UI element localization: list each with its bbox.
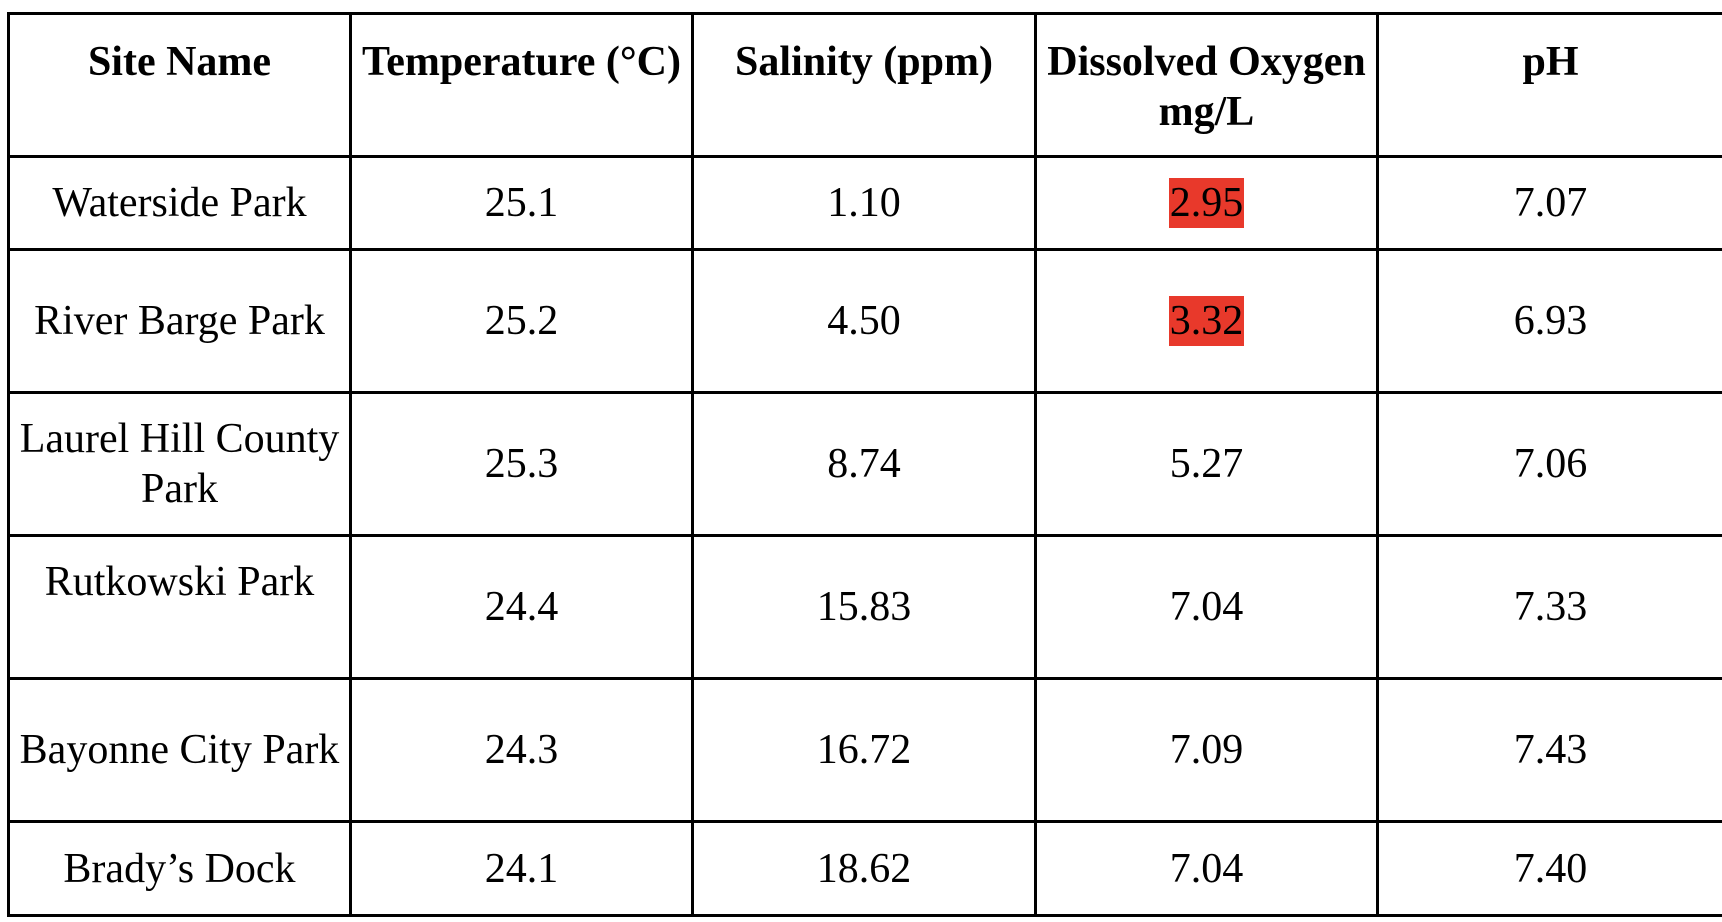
low-oxygen-highlight: 2.95: [1168, 178, 1245, 228]
header-dissolved-oxygen: Dissolved Oxygen mg/L: [1034, 12, 1379, 158]
cell-ph: 7.40: [1376, 820, 1722, 917]
cell-dissolved-oxygen: 7.04: [1034, 534, 1379, 680]
cell-dissolved-oxygen: 2.95: [1034, 155, 1379, 251]
cell-ph: 7.06: [1376, 391, 1722, 537]
header-ph: pH: [1376, 12, 1722, 158]
cell-dissolved-oxygen: 7.09: [1034, 677, 1379, 823]
cell-salinity: 18.62: [691, 820, 1037, 917]
header-salinity: Salinity (ppm): [691, 12, 1037, 158]
cell-ph: 7.07: [1376, 155, 1722, 251]
cell-salinity: 8.74: [691, 391, 1037, 537]
table-row: Rutkowski Park 24.4 15.83 7.04 7.33: [7, 534, 1722, 680]
cell-temperature: 24.4: [349, 534, 694, 680]
cell-site-name: Rutkowski Park: [7, 534, 352, 680]
cell-site-name: River Barge Park: [7, 248, 352, 394]
header-temperature: Temperature (°C): [349, 12, 694, 158]
cell-salinity: 1.10: [691, 155, 1037, 251]
table-row: Bayonne City Park 24.3 16.72 7.09 7.43: [7, 677, 1722, 823]
low-oxygen-highlight: 3.32: [1168, 296, 1245, 346]
header-row: Site Name Temperature (°C) Salinity (ppm…: [7, 12, 1722, 158]
cell-temperature: 24.1: [349, 820, 694, 917]
table-row: River Barge Park 25.2 4.50 3.32 6.93: [7, 248, 1722, 394]
cell-site-name: Waterside Park: [7, 155, 352, 251]
header-site-name: Site Name: [7, 12, 352, 158]
cell-temperature: 25.3: [349, 391, 694, 537]
cell-ph: 6.93: [1376, 248, 1722, 394]
table-row: Brady’s Dock 24.1 18.62 7.04 7.40: [7, 820, 1722, 917]
cell-dissolved-oxygen: 3.32: [1034, 248, 1379, 394]
cell-temperature: 25.2: [349, 248, 694, 394]
water-quality-table: Site Name Temperature (°C) Salinity (ppm…: [7, 12, 1722, 917]
table-row: Waterside Park 25.1 1.10 2.95 7.07: [7, 155, 1722, 251]
cell-site-name: Laurel Hill County Park: [7, 391, 352, 537]
cell-site-name: Brady’s Dock: [7, 820, 352, 917]
cell-ph: 7.33: [1376, 534, 1722, 680]
cell-temperature: 25.1: [349, 155, 694, 251]
cell-site-name: Bayonne City Park: [7, 677, 352, 823]
cell-temperature: 24.3: [349, 677, 694, 823]
cell-ph: 7.43: [1376, 677, 1722, 823]
cell-salinity: 16.72: [691, 677, 1037, 823]
cell-salinity: 15.83: [691, 534, 1037, 680]
cell-dissolved-oxygen: 5.27: [1034, 391, 1379, 537]
table-row: Laurel Hill County Park 25.3 8.74 5.27 7…: [7, 391, 1722, 537]
cell-dissolved-oxygen: 7.04: [1034, 820, 1379, 917]
cell-salinity: 4.50: [691, 248, 1037, 394]
